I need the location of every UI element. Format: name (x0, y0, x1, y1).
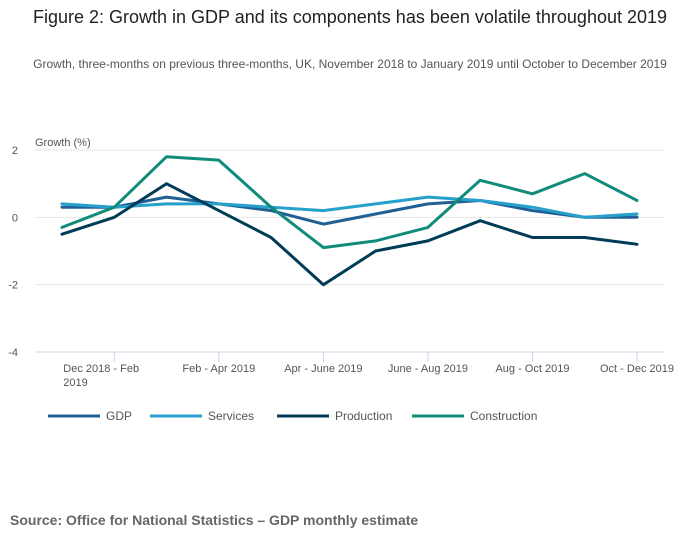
chart-subtitle: Growth, three-months on previous three-m… (33, 57, 667, 71)
legend-item-gdp[interactable]: GDP (48, 409, 132, 423)
chart-title: Figure 2: Growth in GDP and its componen… (32, 7, 668, 27)
x-tick-label: Apr - June 2019 (284, 363, 362, 375)
x-tick-label: Feb - Apr 2019 (182, 363, 255, 375)
y-axis-label: Growth (%) (35, 137, 91, 149)
source-note: Source: Office for National Statistics –… (10, 512, 419, 528)
x-tick-label: June - Aug 2019 (388, 363, 468, 375)
legend-label: Services (208, 409, 254, 423)
x-tick-label: Oct - Dec 2019 (600, 363, 674, 375)
legend-label: GDP (106, 409, 132, 423)
series-lines (60, 155, 639, 287)
y-tick-label: -2 (8, 280, 18, 292)
series-line-construction[interactable] (60, 155, 639, 250)
series-line-services[interactable] (60, 195, 639, 219)
y-tick-label: 0 (12, 212, 18, 224)
legend-item-production[interactable]: Production (277, 409, 392, 423)
legend-item-services[interactable]: Services (150, 409, 254, 423)
legend-label: Construction (470, 409, 537, 423)
legend-label: Production (335, 409, 392, 423)
x-tick-label: Dec 2018 - Feb 2019 (63, 363, 139, 389)
series-line-gdp[interactable] (60, 195, 639, 226)
y-tick-label: -4 (8, 347, 18, 359)
y-tick-label: 2 (12, 145, 18, 157)
gridlines (35, 149, 665, 353)
x-tick-label: Aug - Oct 2019 (495, 363, 569, 375)
legend: GDP Services Production Construction (48, 409, 537, 423)
axes: 2 0 -2 -4 Dec 2018 - Feb 2019 Feb - Apr 2019 Ap… (8, 145, 674, 389)
legend-item-construction[interactable]: Construction (412, 409, 537, 423)
series-line-production[interactable] (60, 182, 639, 287)
